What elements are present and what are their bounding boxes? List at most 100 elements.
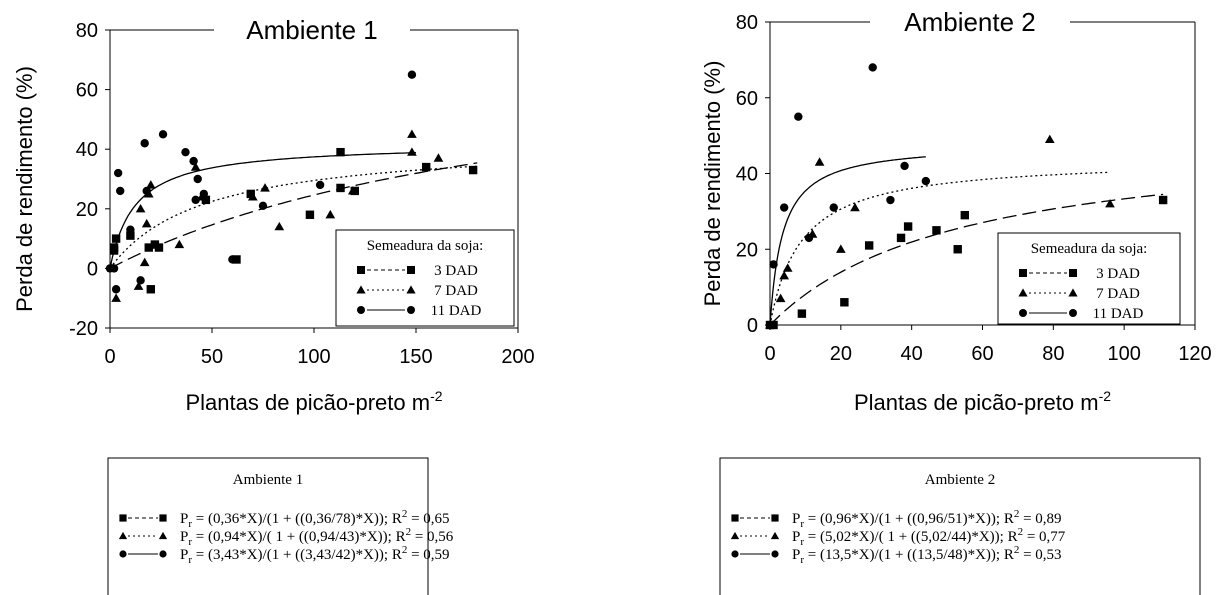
data-point-square — [154, 243, 164, 252]
data-point-triangle — [1105, 198, 1115, 208]
equation-lhs: P — [180, 511, 188, 527]
x-tick-label: 40 — [901, 343, 923, 365]
x-axis-label: Plantas de picão-preto m-2 — [854, 388, 1111, 415]
data-point-square — [336, 183, 345, 193]
x-tick-label: 0 — [764, 343, 775, 365]
data-point-triangle — [347, 186, 358, 195]
equation-marker-triangle — [770, 531, 780, 540]
equation-sub: r — [188, 554, 192, 566]
equation-marker-triangle — [730, 531, 740, 540]
data-point-circle — [886, 195, 895, 205]
x-tick-label: 150 — [399, 346, 432, 368]
data-point-triangle — [190, 162, 201, 171]
legend-label: 11 DAD — [431, 303, 482, 319]
x-tick-label: 50 — [201, 346, 223, 368]
equation-sub: r — [800, 518, 804, 530]
data-point-square — [422, 162, 431, 172]
data-point-circle — [140, 139, 149, 148]
x-tick-label: 80 — [1042, 343, 1064, 365]
x-tick-label: 120 — [1178, 343, 1211, 365]
equation-sub: r — [188, 536, 192, 548]
y-tick-label: 0 — [87, 258, 98, 280]
equation-text: Pr = (0,36*X)/(1 + ((0,36/78)*X)); R2 = … — [180, 508, 450, 530]
data-point-circle — [193, 174, 202, 184]
data-point-circle — [258, 201, 268, 211]
data-point-triangle — [247, 192, 258, 201]
data-point-circle — [921, 176, 931, 186]
equation-marker-circle — [731, 550, 739, 558]
y-tick-label: 60 — [76, 80, 98, 102]
legend-marker-circle — [1069, 309, 1077, 317]
equation-rhs: = (0,36*X)/(1 + ((0,36/78)*X)); R — [192, 511, 402, 527]
data-point-triangle — [782, 263, 793, 272]
data-point-triangle — [407, 129, 417, 138]
data-point-square — [932, 226, 941, 235]
legend-marker-circle — [1019, 309, 1027, 317]
equation-rhs: = (3,43*X)/(1 + ((3,43/42)*X)); R — [192, 547, 402, 563]
chart-title: Ambiente 2 — [904, 7, 1036, 37]
data-point-triangle — [407, 147, 417, 156]
data-point-circle — [804, 233, 814, 243]
data-point-square — [864, 241, 874, 250]
data-point-circle — [181, 147, 190, 157]
equations-box — [107, 457, 429, 595]
equation-sup: 2 — [1014, 508, 1020, 520]
equation-sub: r — [188, 518, 192, 530]
y-tick-label: 80 — [76, 20, 98, 42]
fit-curve-3-dad — [109, 162, 478, 269]
data-point-circle — [779, 203, 789, 212]
data-point-triangle — [111, 293, 121, 302]
x-axis-label-text: Plantas de picão-preto m — [854, 390, 1099, 415]
data-point-square — [896, 233, 906, 243]
equation-marker-triangle — [118, 531, 128, 540]
data-point-circle — [111, 285, 121, 294]
fit-curve-11-dad — [109, 152, 417, 269]
y-tick-label: 60 — [736, 88, 758, 110]
data-point-circle — [158, 130, 168, 139]
data-point-triangle — [135, 203, 146, 213]
data-point-square — [840, 298, 849, 307]
equation-marker-square — [731, 514, 739, 522]
data-point-circle — [228, 255, 237, 264]
equation-lhs: P — [792, 547, 800, 563]
legend-marker-square — [1069, 269, 1077, 277]
y-tick-label: 40 — [736, 164, 758, 186]
data-point-square — [111, 234, 121, 243]
y-tick-label: 0 — [747, 315, 758, 337]
equation-marker-circle — [159, 550, 167, 558]
legend-box — [997, 232, 1181, 325]
chart-title: Ambiente 1 — [246, 15, 378, 45]
equation-sub: r — [800, 536, 804, 548]
data-point-square — [126, 231, 135, 240]
data-point-circle — [868, 63, 877, 72]
equation-marker-square — [159, 514, 167, 522]
data-point-triangle — [260, 183, 270, 192]
data-point-circle — [900, 161, 909, 171]
y-tick-label: 20 — [736, 239, 758, 261]
data-point-triangle — [145, 180, 156, 189]
data-point-triangle — [779, 270, 789, 280]
equation-sup: 2 — [1014, 544, 1020, 556]
data-point-triangle — [775, 293, 786, 303]
chart-1: Ambiente 1 -20 0 20 40 60 80 0 50 100 150 200 Perda … — [12, 15, 535, 595]
equation-tail: = 0,65 — [407, 511, 449, 527]
x-tick-label: 100 — [297, 346, 330, 368]
legend-title: Semeadura da soja: — [1031, 241, 1148, 257]
data-point-triangle — [836, 244, 846, 253]
x-axis-label-text: Plantas de picão-preto m — [185, 390, 430, 415]
equation-sup: 2 — [402, 544, 408, 556]
x-axis-label: Plantas de picão-preto m-2 — [185, 388, 442, 415]
equation-rhs: = (13,5*X)/(1 + ((13,5/48)*X)); R — [804, 547, 1014, 563]
equations-title: Ambiente 2 — [925, 472, 995, 488]
legend-label: 3 DAD — [1096, 266, 1140, 282]
equation-lhs: P — [792, 529, 800, 545]
equation-text: Pr = (0,94*X)/( 1 + ((0,94/43)*X)); R2 =… — [180, 526, 454, 548]
equation-text: Pr = (0,96*X)/(1 + ((0,96/51)*X)); R2 = … — [792, 508, 1062, 530]
equation-rhs: = (0,96*X)/(1 + ((0,96/51)*X)); R — [804, 511, 1014, 527]
chart-2: Ambiente 2 0 20 40 60 80 0 20 40 60 80 100 120 Perda … — [700, 7, 1212, 595]
x-tick-label: 200 — [501, 346, 534, 368]
fit-curve-7-dad — [109, 165, 478, 269]
data-point-triangle — [133, 281, 144, 290]
equation-rhs: = (0,94*X)/( 1 + ((0,94/43)*X)); R — [192, 529, 406, 545]
